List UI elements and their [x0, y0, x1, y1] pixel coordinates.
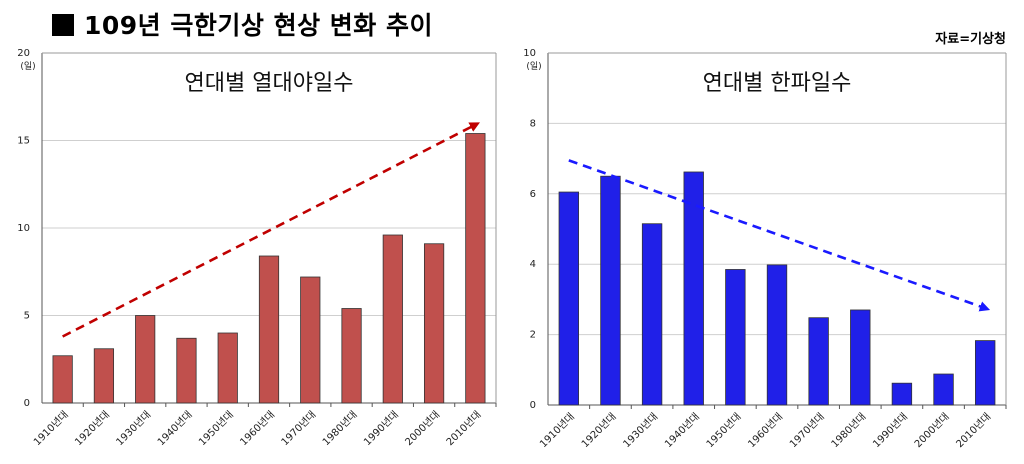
chart-title: 연대별 한파일수 — [703, 71, 852, 96]
x-tick-label: 1950년대 — [704, 411, 743, 450]
x-tick-label: 1940년대 — [662, 411, 701, 450]
source-note: 자료=기상청 — [935, 32, 1006, 47]
bar — [683, 171, 704, 406]
x-tick-label: 1970년대 — [279, 409, 318, 448]
x-tick-label: 1970년대 — [787, 411, 826, 450]
bar — [52, 355, 73, 404]
chart-cold-days: 0 2 4 6 8 10 (일) 1910년대 1920년대 1930년대 1940년대 1950년대… — [523, 48, 1007, 450]
x-tick-label: 1980년대 — [320, 409, 359, 448]
trend-arrow — [568, 159, 991, 312]
trend-arrow — [62, 122, 480, 338]
bar — [850, 309, 871, 406]
y-tick-label: 5 — [24, 311, 30, 322]
y-axis-unit: (일) — [20, 61, 35, 72]
x-tick-label: 1930년대 — [114, 409, 153, 448]
bar — [258, 255, 280, 404]
x-tick-label: 1940년대 — [155, 409, 194, 448]
bar — [217, 332, 238, 404]
x-tick-label: 1960년대 — [238, 409, 277, 448]
x-tick-label: 1930년대 — [621, 411, 660, 450]
x-tick-label: 1990년대 — [361, 409, 400, 448]
bar — [766, 264, 788, 406]
x-tick-label: 1920년대 — [579, 411, 618, 450]
x-tick-label: 2000년대 — [912, 411, 951, 450]
bar — [300, 276, 321, 404]
y-tick-label: 6 — [530, 189, 536, 200]
x-tick-label: 1980년대 — [829, 411, 868, 450]
y-tick-label: 2 — [530, 330, 536, 341]
bar — [135, 315, 156, 404]
bar — [176, 337, 197, 404]
y-tick-label: 0 — [530, 400, 536, 411]
y-tick-label: 4 — [530, 259, 536, 270]
x-tick-label: 2000년대 — [403, 409, 442, 448]
bar — [808, 317, 829, 406]
page-title-text: 109년 극한기상 현상 변화 추이 — [84, 11, 434, 40]
bar — [93, 348, 115, 404]
bar — [974, 340, 996, 406]
page-title: 109년 극한기상 현상 변화 추이 — [52, 6, 433, 42]
bar — [933, 373, 954, 406]
y-tick-label: 10 — [17, 223, 30, 234]
x-tick-label: 1910년대 — [31, 409, 70, 448]
x-tick-label: 1960년대 — [746, 411, 785, 450]
x-tick-label: 1950년대 — [196, 409, 235, 448]
y-tick-label: 15 — [17, 136, 30, 147]
y-tick-label: 20 — [17, 48, 30, 59]
chart-hot-nights: 0 5 10 15 20 (일) 1910년대 1920년대 1930년대 1940년대 1950년… — [17, 48, 497, 448]
y-tick-label: 0 — [24, 398, 30, 409]
bar — [558, 191, 580, 406]
chart-title: 연대별 열대야일수 — [185, 71, 354, 96]
bar — [725, 269, 746, 406]
bar — [423, 243, 445, 404]
y-tick-label: 10 — [523, 48, 536, 59]
y-tick-label: 8 — [530, 118, 536, 129]
bar — [600, 175, 621, 406]
bar — [891, 382, 913, 406]
bar — [341, 308, 362, 404]
x-tick-label: 1910년대 — [537, 411, 576, 450]
bar — [641, 223, 663, 406]
y-axis-unit: (일) — [526, 61, 541, 72]
bar — [465, 133, 486, 404]
bar — [382, 234, 403, 404]
x-tick-label: 1920년대 — [73, 409, 112, 448]
x-tick-label: 2010년대 — [444, 409, 483, 448]
x-tick-label: 1990년대 — [871, 411, 910, 450]
x-tick-label: 2010년대 — [954, 411, 993, 450]
title-bullet-icon — [52, 14, 74, 36]
